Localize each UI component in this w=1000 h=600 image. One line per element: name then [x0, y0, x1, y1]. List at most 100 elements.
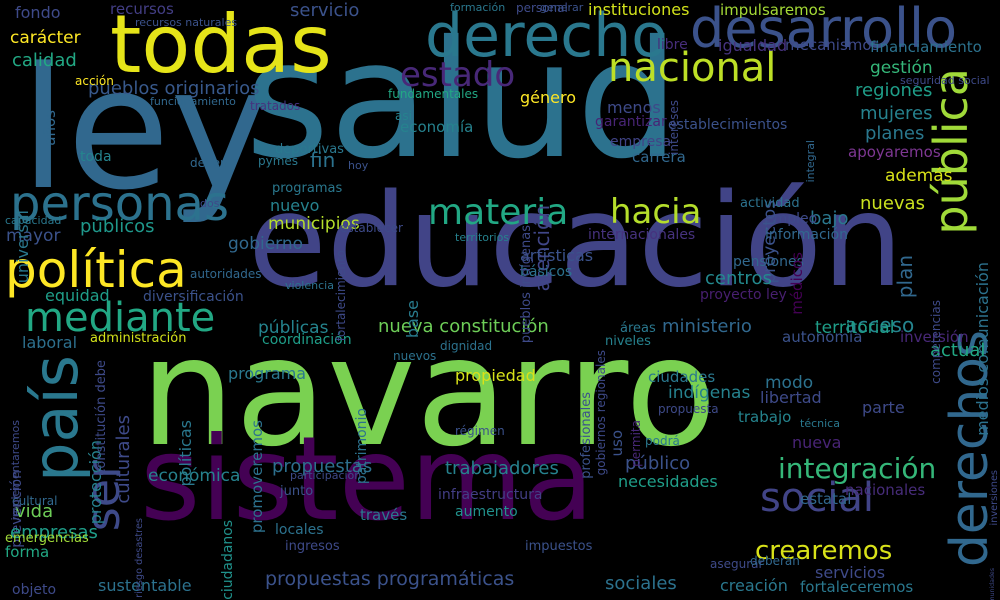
- word: base: [403, 300, 422, 339]
- word: pensiones: [733, 254, 804, 270]
- word: públicas: [258, 318, 329, 338]
- word: mediante: [25, 295, 216, 341]
- word: forma: [5, 543, 50, 561]
- word: apoyaremos: [848, 143, 941, 161]
- word: programa: [228, 364, 307, 383]
- word: capacidad: [5, 214, 62, 227]
- word: pueblos originarios: [88, 78, 260, 99]
- word: integral: [804, 140, 817, 183]
- word: nuevas: [860, 193, 925, 214]
- word: violencia: [285, 279, 334, 292]
- word: emergencias: [5, 531, 89, 546]
- word: plan: [893, 255, 917, 299]
- word: nacional: [608, 45, 777, 91]
- word: mujeres: [860, 103, 933, 124]
- word: través: [360, 506, 408, 524]
- word: calidad: [12, 50, 77, 71]
- word: pueblos indígenas: [519, 225, 534, 344]
- word: aumento: [455, 504, 518, 520]
- word: participación: [290, 469, 362, 482]
- word: instituciones: [588, 0, 690, 19]
- word: estatal: [800, 490, 852, 508]
- word: actividad: [740, 196, 800, 211]
- word: riesgo desastres: [134, 518, 145, 598]
- word: básicos: [520, 264, 573, 280]
- word: deportivas: [275, 142, 344, 157]
- word: deben: [190, 156, 228, 170]
- word: laboral: [22, 333, 78, 352]
- word: creación: [720, 576, 788, 595]
- word: dos: [200, 197, 220, 210]
- word: infraestructura: [438, 487, 543, 503]
- word: personas: [10, 176, 229, 232]
- word: inversiones: [989, 470, 1000, 526]
- word: generar: [540, 1, 584, 14]
- word: años: [41, 110, 59, 146]
- word: niveles: [605, 334, 651, 349]
- word: libre: [657, 37, 688, 53]
- word: fondo: [15, 3, 61, 22]
- word: trabajo: [738, 408, 792, 426]
- word: junto: [280, 484, 314, 499]
- word: impulsaremos: [720, 1, 826, 19]
- word: bajo: [810, 208, 849, 229]
- word: ciudadanos: [220, 520, 236, 600]
- word: deberán: [750, 554, 800, 568]
- word: igualdad: [718, 36, 788, 55]
- word: vida: [15, 501, 54, 522]
- word: programas: [272, 181, 343, 196]
- word: equidad: [45, 286, 110, 305]
- word: comunidades: [989, 568, 996, 600]
- word: gobiernos regionales: [594, 350, 608, 476]
- word: asi: [395, 109, 412, 123]
- word: todas: [110, 0, 332, 91]
- word: formación: [450, 1, 506, 14]
- word: permita: [629, 420, 643, 467]
- word: hoy: [348, 159, 369, 172]
- word: gestión: [870, 58, 933, 78]
- word: estado: [400, 55, 516, 95]
- word: servicios: [815, 563, 886, 582]
- word: parte: [862, 398, 905, 417]
- word: tratados: [250, 99, 301, 113]
- word: modo: [765, 373, 814, 393]
- word: servicio: [290, 0, 360, 21]
- word: integración: [778, 452, 937, 485]
- word: política: [5, 241, 187, 299]
- word: territorios: [455, 231, 510, 244]
- word: médicos: [788, 252, 806, 315]
- word: promoveremos: [248, 420, 266, 534]
- word: proyecto ley: [700, 287, 787, 303]
- word: culturales: [113, 415, 134, 504]
- word: planes: [865, 123, 925, 144]
- word: recursos: [110, 0, 174, 18]
- word: asegurar: [710, 557, 764, 571]
- word: propuestas programáticas: [265, 568, 515, 590]
- word: acceso: [845, 313, 915, 337]
- word: ministerio: [662, 316, 752, 337]
- word: podrá: [645, 434, 680, 448]
- word: públicos: [80, 216, 155, 237]
- word: técnica: [800, 417, 840, 430]
- word: derecho: [425, 1, 668, 71]
- word: dignidad: [440, 339, 493, 353]
- word: administración: [90, 331, 187, 346]
- word: toda: [80, 149, 112, 165]
- word: seguridad social: [900, 74, 990, 87]
- word: competencias: [929, 300, 943, 384]
- word: fortalecimiento: [334, 250, 348, 342]
- word: además: [885, 166, 953, 186]
- word: profesionales: [579, 392, 594, 479]
- word: información: [765, 227, 849, 243]
- word: sociales: [605, 573, 677, 594]
- word: establecimientos: [668, 117, 788, 133]
- word: nueva constitución: [378, 316, 549, 337]
- word: internacionales: [588, 227, 696, 243]
- word: establecer: [340, 221, 403, 235]
- word: artísticas: [520, 246, 594, 265]
- word: fin: [310, 148, 336, 172]
- word: funcionamiento: [150, 95, 236, 108]
- word: personal: [516, 1, 568, 15]
- word: constitución debe: [94, 360, 109, 476]
- word: financiamiento: [870, 38, 982, 56]
